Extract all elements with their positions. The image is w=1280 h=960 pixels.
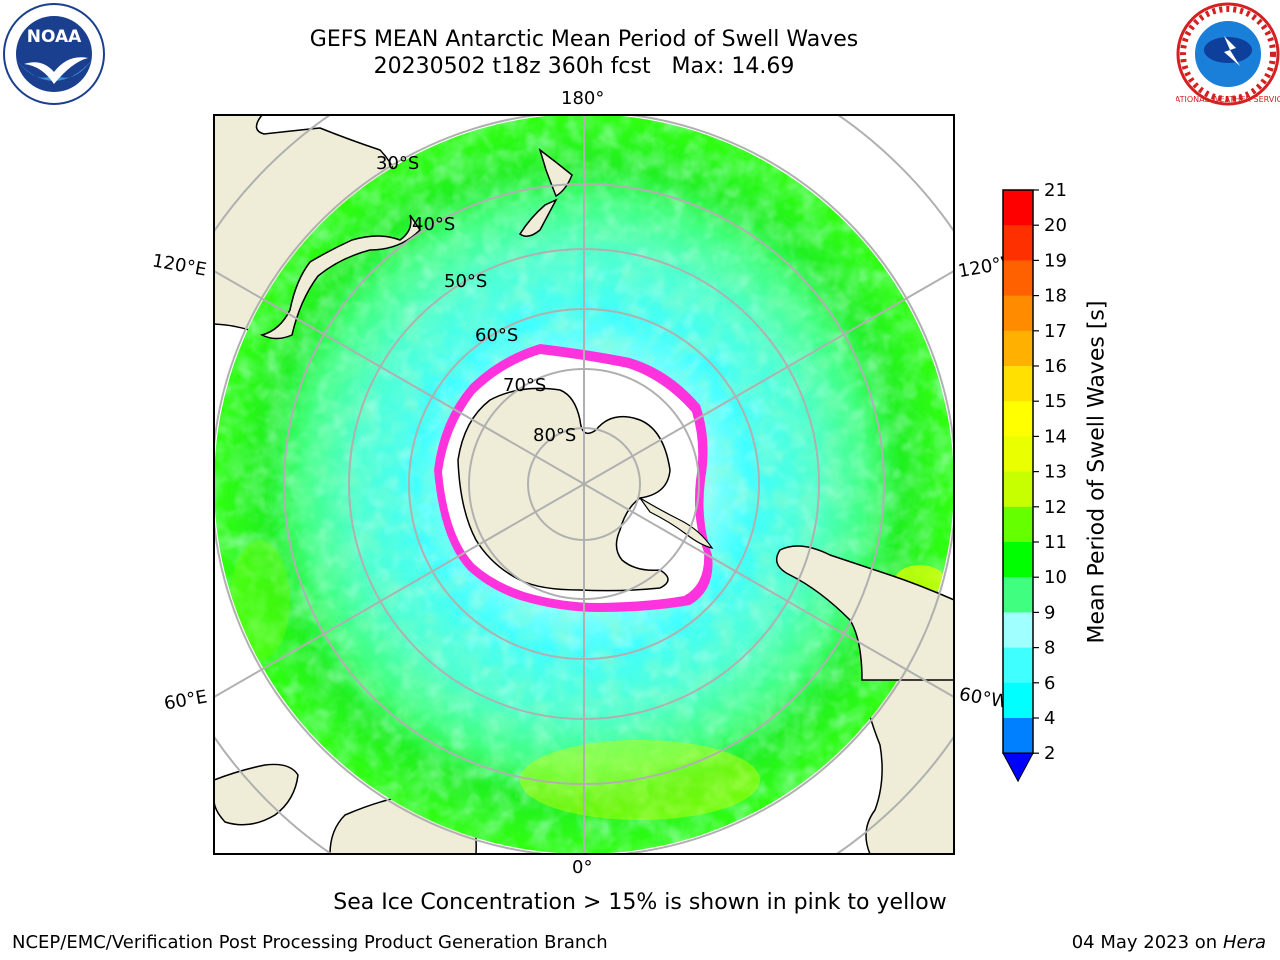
colorbar-segment: [1003, 506, 1033, 543]
colorbar-tick-label: 14: [1044, 426, 1067, 447]
host-text: Hera: [1222, 932, 1266, 953]
colorbar-tick-label: 11: [1044, 532, 1067, 553]
lon-label-bottom: 0°: [572, 857, 593, 878]
colorbar-segment: [1003, 401, 1033, 437]
colorbar-tick-label: 12: [1044, 497, 1067, 518]
colorbar-tick-label: 17: [1044, 321, 1067, 342]
colorbar-tick-label: 6: [1044, 673, 1055, 694]
colorbar-tick-label: 10: [1044, 567, 1067, 588]
lat-label-30s: 30°S: [376, 153, 419, 174]
colorbar-tick-label: 19: [1044, 250, 1067, 271]
date-text: 04 May 2023 on: [1071, 932, 1218, 953]
map-title: GEFS MEAN Antarctic Mean Period of Swell…: [309, 27, 859, 52]
colorbar-segment: [1003, 542, 1033, 578]
colorbar-tick-label: 13: [1044, 462, 1067, 483]
colorbar-tick-label: 20: [1044, 215, 1067, 236]
colorbar-extend-triangle: [1002, 752, 1034, 783]
lat-label-80s: 80°S: [533, 425, 576, 446]
colorbar-tick-label: 18: [1044, 286, 1067, 307]
noaa-logo: NOAA: [3, 3, 105, 105]
graticule: [214, 115, 954, 854]
nws-logo: NATIONAL WEATHER SERVICE: [1176, 2, 1280, 106]
colorbar-tick-label: 9: [1044, 602, 1055, 623]
map-frame: [213, 114, 955, 855]
land-new-zealand: [518, 148, 573, 237]
colorbar-segment: [1003, 330, 1033, 367]
colorbar-tick-label: 4: [1044, 708, 1055, 729]
colorbar-segment: [1003, 190, 1033, 226]
colorbar-segment: [1003, 225, 1033, 261]
lon-label-top: 180°: [561, 88, 605, 109]
lat-label-40s: 40°S: [412, 214, 455, 235]
colorbar-segment: [1003, 436, 1033, 473]
credit-text: NCEP/EMC/Verification Post Processing Pr…: [12, 932, 608, 953]
colorbar-segment: [1003, 577, 1033, 613]
colorbar-tick-label: 16: [1044, 356, 1067, 377]
noaa-logo-text: NOAA: [27, 27, 82, 47]
colorbar-segment: [1003, 612, 1033, 649]
colorbar-segment: [1003, 647, 1033, 684]
colorbar: 2 4 6 8 9 10 11 12 13 14 15 16 17 18 19 20 21: [1002, 180, 1067, 783]
lat-label-60s: 60°S: [475, 325, 518, 346]
date-stamp: 04 May 2023 on Hera: [1072, 932, 1266, 953]
colorbar-segment: [1003, 471, 1033, 508]
colorbar-segment: [1003, 718, 1033, 754]
nws-logo-text: NATIONAL WEATHER SERVICE: [1176, 95, 1280, 104]
map-subtitle: 20230502 t18z 360h fcst Max: 14.69: [373, 54, 795, 79]
lat-label-70s: 70°S: [503, 375, 546, 396]
antarctic-peninsula: [639, 497, 714, 549]
lat-label-50s: 50°S: [444, 271, 487, 292]
sea-ice-note: Sea Ice Concentration > 15% is shown in …: [333, 890, 947, 915]
colorbar-segment: [1003, 295, 1033, 332]
colorbar-tick-label: 8: [1044, 638, 1055, 659]
colorbar-segment: [1003, 366, 1033, 402]
land-australia-southcoast: [259, 214, 421, 340]
colorbar-tick-label: 21: [1044, 180, 1067, 201]
colorbar-tick-label: 2: [1044, 743, 1055, 764]
colorbar-segment: [1003, 260, 1033, 297]
colorbar-tick-label: 15: [1044, 391, 1067, 412]
colorbar-segment: [1003, 682, 1033, 719]
colorbar-label: Mean Period of Swell Waves [s]: [1084, 300, 1110, 644]
